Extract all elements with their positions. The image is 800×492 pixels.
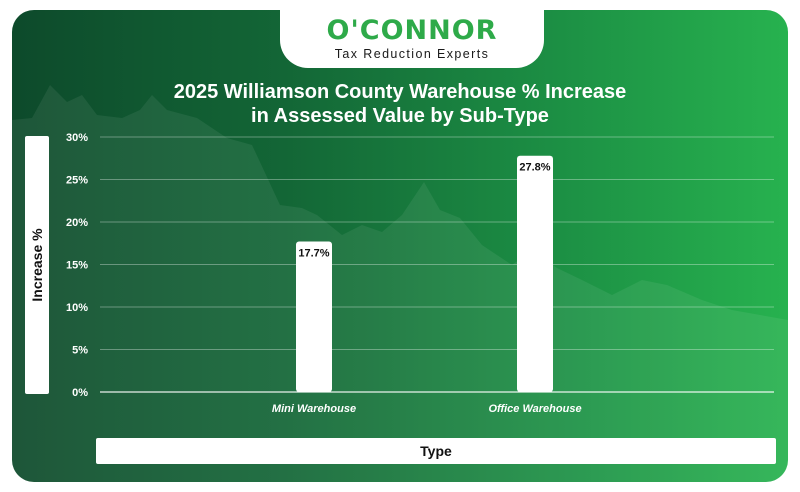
x-axis-label: Type: [420, 443, 452, 459]
y-tick-label: 10%: [66, 302, 88, 314]
bar: [296, 241, 332, 392]
x-axis-label-box: Type: [96, 438, 776, 464]
y-tick-label: 20%: [66, 217, 88, 229]
brand-logo: O'CONNOR: [326, 15, 498, 46]
y-axis-label-box: [25, 136, 49, 394]
x-tick-label: Mini Warehouse: [272, 403, 356, 415]
y-tick-label: 25%: [66, 175, 88, 187]
skyline-decoration: [12, 85, 788, 482]
chart-title: 2025 Williamson County Warehouse % Incre…: [0, 80, 800, 128]
y-tick-label: 0%: [72, 387, 88, 399]
brand-tagline: Tax Reduction Experts: [334, 47, 490, 61]
chart-background-panel: O'CONNOR Tax Reduction Experts: [12, 10, 788, 482]
y-tick-label: 5%: [72, 345, 88, 357]
chart-title-line-1: 2025 Williamson County Warehouse % Incre…: [173, 81, 627, 103]
y-tick-label: 30%: [66, 132, 88, 144]
bar-value-label: 17.7%: [298, 248, 329, 260]
bar-value-label: 27.8%: [519, 162, 550, 174]
chart-title-line-2: in Assessed Value by Sub-Type: [251, 105, 549, 127]
logo-tab: O'CONNOR Tax Reduction Experts: [280, 10, 544, 68]
y-tick-label: 15%: [66, 260, 88, 272]
x-tick-label: Office Warehouse: [488, 403, 581, 415]
bar: [517, 155, 553, 392]
